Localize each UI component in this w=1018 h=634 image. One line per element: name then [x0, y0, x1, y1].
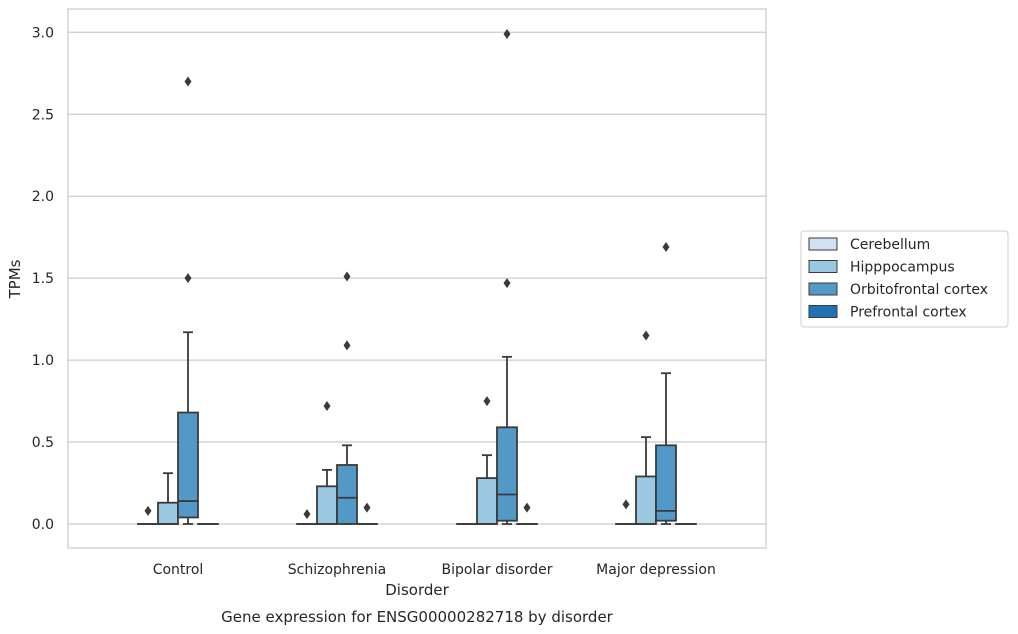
- legend-swatch: [808, 282, 838, 296]
- y-tick-label: 1.0: [32, 353, 54, 369]
- y-tick-label: 1.5: [32, 271, 54, 287]
- legend-swatch: [808, 260, 838, 273]
- box-body: [177, 411, 199, 519]
- outlier-point: [343, 340, 351, 351]
- legend-swatch: [808, 305, 838, 318]
- outlier-point: [483, 396, 491, 407]
- x-tick-label: Major depression: [596, 562, 716, 578]
- outlier-point: [662, 242, 670, 253]
- box-body: [655, 444, 677, 522]
- outlier-point: [503, 28, 511, 39]
- outlier-point: [303, 509, 311, 520]
- outlier-point: [323, 400, 331, 411]
- box-orbitofrontal-cortex: [177, 76, 199, 525]
- box-body: [635, 475, 657, 525]
- box-prefrontal-cortex: [356, 502, 378, 525]
- chart-caption: Gene expression for ENSG00000282718 by d…: [221, 608, 614, 626]
- box-orbitofrontal-cortex: [496, 28, 518, 525]
- y-axis-label: TPMs: [6, 259, 24, 299]
- outlier-point: [343, 271, 351, 282]
- y-tick-label: 0.0: [32, 517, 54, 533]
- outlier-point: [363, 502, 371, 513]
- legend-swatch: [808, 237, 838, 251]
- x-tick-label: Schizophrenia: [288, 562, 386, 578]
- box-cerebellum: [137, 505, 159, 525]
- x-axis-label: Disorder: [385, 581, 449, 599]
- outlier-point: [184, 273, 192, 284]
- box-body: [336, 464, 358, 525]
- box-body: [496, 426, 518, 522]
- x-tick-label: Control: [153, 562, 204, 578]
- y-tick-labels: 0.0 0.5 1.0 1.5 2.0 2.5 3.0: [32, 25, 54, 533]
- outlier-point: [503, 278, 511, 289]
- legend-frame: [800, 230, 1009, 328]
- outlier-point: [523, 502, 531, 513]
- outlier-point: [184, 76, 192, 87]
- legend-label: Orbitofrontal cortex: [850, 282, 988, 298]
- box-body: [157, 501, 179, 525]
- box-orbitofrontal-cortex: [336, 271, 358, 525]
- outlier-point: [642, 330, 650, 341]
- box-body: [316, 485, 338, 525]
- y-tick-label: 2.5: [32, 107, 54, 123]
- legend-label: Prefrontal cortex: [850, 305, 967, 321]
- y-tick-label: 0.5: [32, 435, 54, 451]
- legend: Cerebellum Hipppocampus Orbitofrontal cort…: [800, 230, 1009, 328]
- outlier-point: [622, 499, 630, 510]
- box-hipppocampus: [157, 472, 179, 525]
- y-tick-label: 3.0: [32, 25, 54, 41]
- x-tick-labels: Control Schizophrenia Bipolar disorder Majo…: [153, 562, 716, 578]
- plot-frame: [67, 8, 767, 549]
- y-tick-label: 2.0: [32, 189, 54, 205]
- legend-label: Cerebellum: [850, 237, 930, 253]
- box-prefrontal-cortex: [516, 502, 538, 525]
- legend-label: Hipppocampus: [850, 260, 955, 276]
- outlier-point: [144, 505, 152, 516]
- box-orbitofrontal-cortex: [655, 242, 677, 525]
- box-hipppocampus: [316, 400, 338, 525]
- x-tick-label: Bipolar disorder: [441, 562, 552, 578]
- box-body: [476, 477, 498, 525]
- box-series: [137, 28, 697, 525]
